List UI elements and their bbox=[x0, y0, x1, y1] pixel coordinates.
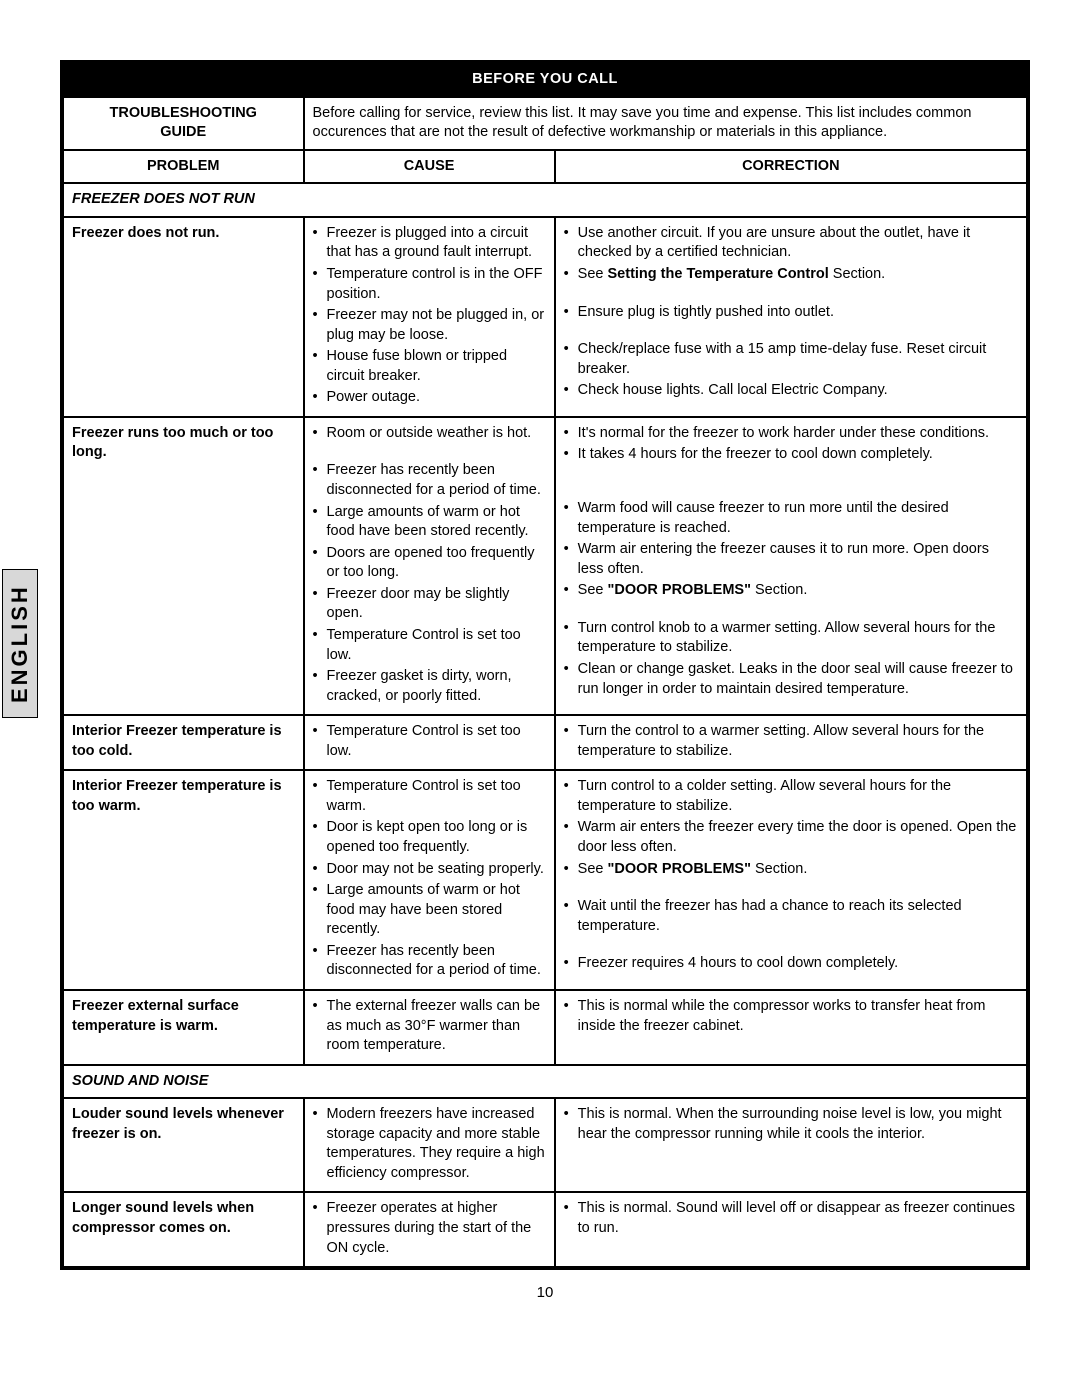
list-item: See "DOOR PROBLEMS" Section. bbox=[564, 581, 1018, 601]
section-freezer-not-run: FREEZER DOES NOT RUN bbox=[62, 183, 1028, 217]
correction-cell: It's normal for the freezer to work hard… bbox=[555, 417, 1028, 715]
list-item: Large amounts of warm or hot food have b… bbox=[313, 503, 546, 542]
list-item: Freezer has recently been disconnected f… bbox=[313, 942, 546, 981]
list-item: Temperature Control is set too low. bbox=[313, 626, 546, 665]
list-item: Freezer is plugged into a circuit that h… bbox=[313, 224, 546, 263]
cause-cell: Temperature Control is set too low. bbox=[304, 715, 555, 770]
problem-cell: Freezer runs too much or too long. bbox=[62, 417, 304, 715]
title-bar: BEFORE YOU CALL bbox=[62, 62, 1028, 97]
correction-cell: This is normal while the compressor work… bbox=[555, 990, 1028, 1065]
table-row: Interior Freezer temperature is too cold… bbox=[62, 715, 1028, 770]
list-item: Clean or change gasket. Leaks in the doo… bbox=[564, 660, 1018, 699]
language-tab: ENGLISH bbox=[2, 569, 38, 718]
guide-label-2: GUIDE bbox=[160, 124, 206, 140]
list-item: Ensure plug is tightly pushed into outle… bbox=[564, 303, 1018, 323]
header-correction: CORRECTION bbox=[555, 150, 1028, 184]
list-item: Doors are opened too frequently or too l… bbox=[313, 544, 546, 583]
list-item: Temperature control is in the OFF positi… bbox=[313, 265, 546, 304]
page-content: BEFORE YOU CALL TROUBLESHOOTING GUIDE Be… bbox=[60, 60, 1030, 1301]
list-item: Wait until the freezer has had a chance … bbox=[564, 897, 1018, 936]
table-row: Freezer external surface temperature is … bbox=[62, 990, 1028, 1065]
guide-heading: TROUBLESHOOTING GUIDE bbox=[62, 97, 304, 150]
list-item: This is normal while the compressor work… bbox=[564, 997, 1018, 1036]
list-item: Check house lights. Call local Electric … bbox=[564, 381, 1018, 401]
list-item: Temperature Control is set too warm. bbox=[313, 777, 546, 816]
problem-cell: Interior Freezer temperature is too warm… bbox=[62, 770, 304, 990]
list-item: Door may not be seating properly. bbox=[313, 860, 546, 880]
guide-label-1: TROUBLESHOOTING bbox=[110, 105, 257, 121]
list-item: Warm air entering the freezer causes it … bbox=[564, 540, 1018, 579]
correction-cell: Use another circuit. If you are unsure a… bbox=[555, 217, 1028, 417]
list-item: Modern freezers have increased storage c… bbox=[313, 1105, 546, 1183]
list-item: Turn the control to a warmer setting. Al… bbox=[564, 722, 1018, 761]
list-item: See "DOOR PROBLEMS" Section. bbox=[564, 860, 1018, 880]
list-item: Freezer operates at higher pressures dur… bbox=[313, 1199, 546, 1258]
list-item: Warm food will cause freezer to run more… bbox=[564, 499, 1018, 538]
list-item: Check/replace fuse with a 15 amp time-de… bbox=[564, 340, 1018, 379]
problem-cell: Freezer external surface temperature is … bbox=[62, 990, 304, 1065]
list-item: It's normal for the freezer to work hard… bbox=[564, 424, 1018, 444]
table-row: Freezer runs too much or too long. Room … bbox=[62, 417, 1028, 715]
table-row: Freezer does not run. Freezer is plugged… bbox=[62, 217, 1028, 417]
list-item: Freezer has recently been disconnected f… bbox=[313, 461, 546, 500]
list-item: House fuse blown or tripped circuit brea… bbox=[313, 347, 546, 386]
list-item: Turn control knob to a warmer setting. A… bbox=[564, 619, 1018, 658]
cause-cell: Room or outside weather is hot. Freezer … bbox=[304, 417, 555, 715]
section-sound-noise: SOUND AND NOISE bbox=[62, 1065, 1028, 1099]
correction-cell: This is normal. Sound will level off or … bbox=[555, 1192, 1028, 1268]
cause-cell: The external freezer walls can be as muc… bbox=[304, 990, 555, 1065]
troubleshooting-table: BEFORE YOU CALL TROUBLESHOOTING GUIDE Be… bbox=[60, 60, 1030, 1270]
list-item: This is normal. When the surrounding noi… bbox=[564, 1105, 1018, 1144]
list-item: Freezer door may be slightly open. bbox=[313, 585, 546, 624]
list-item: Large amounts of warm or hot food may ha… bbox=[313, 881, 546, 940]
header-cause: CAUSE bbox=[304, 150, 555, 184]
problem-cell: Longer sound levels when compressor come… bbox=[62, 1192, 304, 1268]
list-item: Use another circuit. If you are unsure a… bbox=[564, 224, 1018, 263]
list-item: The external freezer walls can be as muc… bbox=[313, 997, 546, 1056]
list-item: Power outage. bbox=[313, 388, 546, 408]
cause-cell: Temperature Control is set too warm. Doo… bbox=[304, 770, 555, 990]
cause-cell: Modern freezers have increased storage c… bbox=[304, 1098, 555, 1192]
list-item: Warm air enters the freezer every time t… bbox=[564, 818, 1018, 857]
problem-cell: Louder sound levels whenever freezer is … bbox=[62, 1098, 304, 1192]
correction-cell: This is normal. When the surrounding noi… bbox=[555, 1098, 1028, 1192]
list-item: This is normal. Sound will level off or … bbox=[564, 1199, 1018, 1238]
list-item: Room or outside weather is hot. bbox=[313, 424, 546, 444]
intro-text: Before calling for service, review this … bbox=[304, 97, 1029, 150]
list-item: Temperature Control is set too low. bbox=[313, 722, 546, 761]
problem-cell: Interior Freezer temperature is too cold… bbox=[62, 715, 304, 770]
list-item: See Setting the Temperature Control Sect… bbox=[564, 265, 1018, 285]
table-row: Longer sound levels when compressor come… bbox=[62, 1192, 1028, 1268]
table-row: Louder sound levels whenever freezer is … bbox=[62, 1098, 1028, 1192]
header-problem: PROBLEM bbox=[62, 150, 304, 184]
problem-cell: Freezer does not run. bbox=[62, 217, 304, 417]
list-item: It takes 4 hours for the freezer to cool… bbox=[564, 445, 1018, 465]
cause-cell: Freezer operates at higher pressures dur… bbox=[304, 1192, 555, 1268]
list-item: Door is kept open too long or is opened … bbox=[313, 818, 546, 857]
correction-cell: Turn the control to a warmer setting. Al… bbox=[555, 715, 1028, 770]
list-item: Freezer requires 4 hours to cool down co… bbox=[564, 954, 1018, 974]
page-number: 10 bbox=[60, 1284, 1030, 1301]
table-row: Interior Freezer temperature is too warm… bbox=[62, 770, 1028, 990]
list-item: Freezer gasket is dirty, worn, cracked, … bbox=[313, 667, 546, 706]
list-item: Turn control to a colder setting. Allow … bbox=[564, 777, 1018, 816]
list-item: Freezer may not be plugged in, or plug m… bbox=[313, 306, 546, 345]
correction-cell: Turn control to a colder setting. Allow … bbox=[555, 770, 1028, 990]
cause-cell: Freezer is plugged into a circuit that h… bbox=[304, 217, 555, 417]
